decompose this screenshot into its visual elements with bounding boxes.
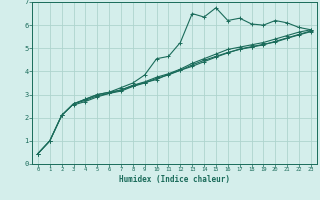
X-axis label: Humidex (Indice chaleur): Humidex (Indice chaleur) [119, 175, 230, 184]
